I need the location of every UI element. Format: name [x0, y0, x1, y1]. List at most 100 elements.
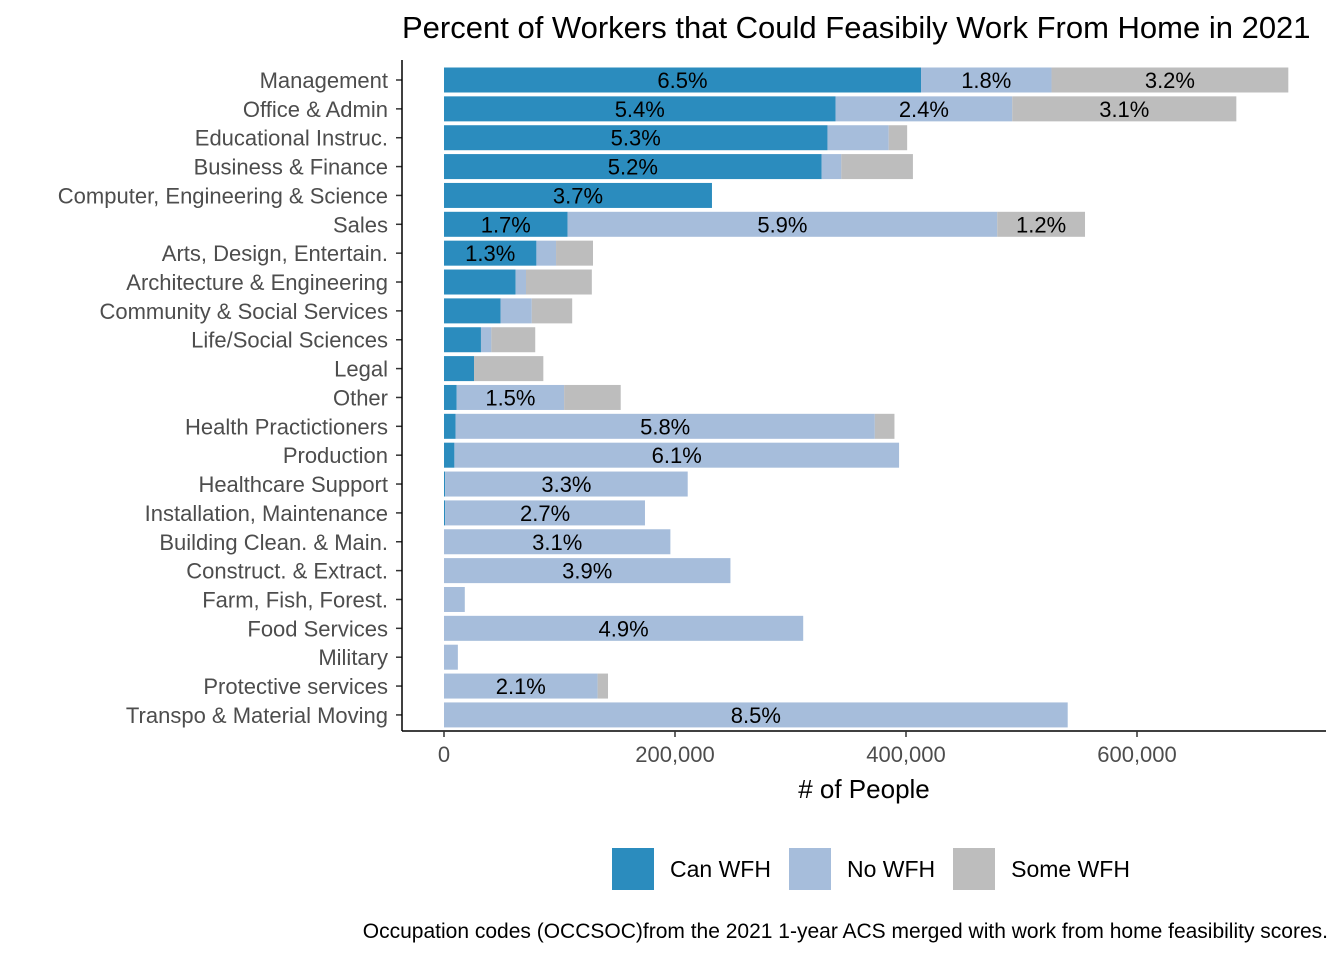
bar-data-label: 1.2% — [1016, 212, 1066, 237]
bar-no-wfh-3 — [821, 154, 842, 180]
y-tick-label: Healthcare Support — [198, 472, 388, 497]
bar-data-label: 4.9% — [599, 616, 649, 641]
bar-data-label: 5.8% — [640, 414, 690, 439]
y-tick-label: Architecture & Engineering — [126, 270, 388, 295]
legend-item-no-wfh: No WFH — [788, 848, 935, 890]
legend-item-some-wfh: Some WFH — [953, 848, 1130, 890]
y-tick-label: Production — [283, 443, 388, 468]
bar-label-layer: 6.5% 1.8% 3.2% 5.4% 2.4% 3.1% 5.3% 5.2%3.7% 1.7%… — [465, 68, 1195, 728]
bar-no-wfh-9 — [480, 327, 492, 353]
bar-data-label: 2.7% — [520, 501, 570, 526]
y-tick-label: Computer, Engineering & Science — [58, 183, 388, 208]
x-axis-title: # of People — [798, 774, 930, 804]
chart-title: Percent of Workers that Could Feasibily … — [402, 10, 1311, 45]
y-tick-label: Legal — [334, 357, 388, 382]
bar-data-label: 1.3% — [465, 241, 515, 266]
legend-swatch — [788, 848, 831, 890]
y-tick-label: Building Clean. & Main. — [159, 530, 388, 555]
bar-no-wfh-19 — [444, 615, 804, 641]
bar-no-wfh-16 — [444, 529, 671, 555]
bar-some-wfh-11 — [564, 384, 621, 410]
legend-swatch — [612, 848, 654, 890]
x-tick-label: 600,000 — [1097, 742, 1177, 767]
legend-label: Can WFH — [670, 855, 771, 882]
bar-some-wfh-2 — [888, 125, 908, 151]
bar-can-wfh-11 — [444, 384, 457, 410]
y-tick-label: Construct. & Extract. — [186, 559, 388, 584]
bar-no-wfh-0 — [921, 67, 1052, 93]
bar-no-wfh-21 — [444, 673, 598, 699]
bar-can-wfh-9 — [444, 327, 481, 353]
bar-can-wfh-14 — [444, 471, 446, 497]
bar-data-label: 5.3% — [611, 126, 661, 151]
y-axis: Management Office & Admin Educational Inst… — [58, 60, 403, 731]
bar-no-wfh-5 — [567, 211, 998, 237]
bar-data-label: 3.1% — [1099, 97, 1149, 122]
bar-layer — [444, 67, 1289, 728]
bar-some-wfh-1 — [1012, 96, 1237, 122]
bar-data-label: 2.1% — [496, 674, 546, 699]
x-tick-label: 200,000 — [635, 742, 715, 767]
y-tick-label: Educational Instruc. — [195, 126, 388, 151]
bar-can-wfh-2 — [444, 125, 828, 151]
bar-can-wfh-10 — [444, 356, 475, 382]
bar-some-wfh-10 — [474, 356, 544, 382]
bar-some-wfh-6 — [556, 240, 593, 266]
bar-no-wfh-22 — [444, 702, 1068, 728]
bar-can-wfh-4 — [444, 182, 712, 208]
bar-no-wfh-2 — [827, 125, 889, 151]
bar-data-label: 1.5% — [485, 385, 535, 410]
bar-no-wfh-17 — [444, 558, 731, 584]
bar-data-label: 2.4% — [899, 97, 949, 122]
y-tick-label: Health Practictioners — [185, 414, 388, 439]
bar-data-label: 5.2% — [608, 155, 658, 180]
legend: Can WFH No WFH Some WFH — [612, 848, 1148, 890]
chart-caption: Occupation codes (OCCSOC)from the 2021 1… — [362, 920, 1328, 943]
y-tick-label: Life/Social Sciences — [191, 328, 388, 353]
x-axis: 0 200,000 400,000 600,000 — [402, 730, 1326, 767]
bar-no-wfh-8 — [500, 298, 532, 324]
bar-can-wfh-5 — [444, 211, 568, 237]
bar-data-label: 3.3% — [541, 472, 591, 497]
bar-no-wfh-15 — [445, 500, 645, 526]
bar-some-wfh-7 — [526, 269, 592, 295]
y-tick-label: Installation, Maintenance — [145, 501, 388, 526]
bar-data-label: 3.2% — [1145, 68, 1195, 93]
bar-no-wfh-11 — [456, 384, 565, 410]
bar-no-wfh-7 — [515, 269, 527, 295]
bar-data-label: 1.8% — [961, 68, 1011, 93]
bar-data-label: 5.9% — [757, 212, 807, 237]
bar-some-wfh-9 — [491, 327, 536, 353]
bar-can-wfh-3 — [444, 154, 822, 180]
x-tick-label: 400,000 — [866, 742, 946, 767]
bar-can-wfh-8 — [444, 298, 501, 324]
bar-no-wfh-6 — [536, 240, 557, 266]
y-tick-label: Community & Social Services — [99, 299, 388, 324]
y-tick-label: Business & Finance — [194, 155, 388, 180]
legend-swatch — [953, 848, 996, 890]
y-tick-label: Protective services — [203, 674, 388, 699]
bar-some-wfh-21 — [597, 673, 609, 699]
bar-some-wfh-8 — [531, 298, 573, 324]
bar-data-label: 6.5% — [657, 68, 707, 93]
bar-some-wfh-0 — [1051, 67, 1289, 93]
bar-can-wfh-7 — [444, 269, 516, 295]
y-tick-label: Transpo & Material Moving — [126, 703, 388, 728]
y-tick-label: Sales — [333, 212, 388, 237]
bar-data-label: 5.4% — [615, 97, 665, 122]
bar-can-wfh-13 — [444, 442, 455, 468]
bar-no-wfh-20 — [444, 644, 458, 670]
y-tick-label: Other — [333, 385, 388, 410]
bar-data-label: 3.9% — [562, 559, 612, 584]
y-tick-label: Office & Admin — [243, 97, 388, 122]
bar-some-wfh-5 — [997, 211, 1086, 237]
y-tick-label: Management — [260, 68, 388, 93]
y-tick-label: Military — [318, 645, 388, 670]
bar-no-wfh-14 — [445, 471, 688, 497]
y-tick-label: Food Services — [247, 616, 388, 641]
legend-item-can-wfh: Can WFH — [612, 848, 771, 890]
bar-no-wfh-13 — [454, 442, 900, 468]
bar-data-label: 3.7% — [553, 183, 603, 208]
x-tick-label: 0 — [438, 742, 450, 767]
y-tick-label: Arts, Design, Entertain. — [162, 241, 388, 266]
